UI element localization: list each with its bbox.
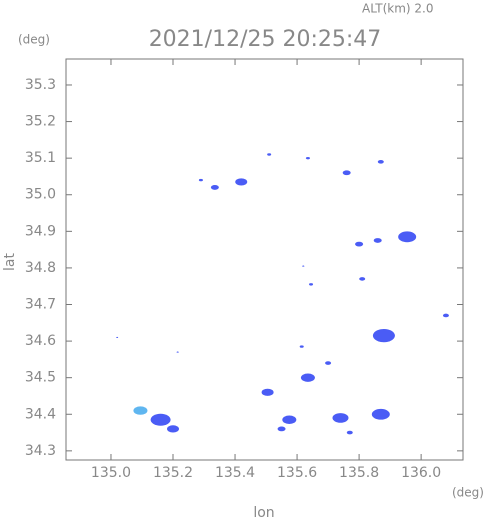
y-tick-label: 34.3 — [25, 443, 56, 459]
echo — [325, 361, 332, 365]
y-tick-label: 35.1 — [25, 150, 56, 166]
echo — [377, 160, 384, 164]
echo — [372, 329, 395, 343]
y-axis-label: lat — [2, 253, 18, 271]
x-unit: (deg) — [452, 486, 484, 500]
x-tick-label: 135.6 — [277, 465, 317, 481]
y-tick-label: 34.5 — [25, 370, 56, 386]
echo — [267, 153, 272, 156]
chart-title: 2021/12/25 20:25:47 — [149, 27, 382, 52]
echo — [332, 413, 349, 423]
echo — [302, 265, 305, 267]
echo — [210, 185, 219, 190]
y-tick-label: 35.2 — [25, 114, 56, 130]
y-tick-label: 34.4 — [25, 406, 56, 422]
echo — [176, 351, 179, 353]
echo — [373, 238, 382, 243]
echo — [442, 313, 449, 318]
echo — [282, 415, 297, 424]
echo — [355, 241, 364, 247]
altitude-label: ALT(km) 2.0 — [362, 2, 433, 16]
echo — [133, 406, 148, 415]
y-tick-label: 34.8 — [25, 260, 56, 276]
echo — [398, 231, 417, 243]
y-tick-label: 34.7 — [25, 297, 56, 313]
echo — [150, 413, 171, 426]
plot-frame — [65, 58, 464, 461]
echo — [309, 283, 314, 286]
x-tick-label: 135.2 — [153, 465, 193, 481]
echo — [235, 178, 248, 186]
x-axis-label: lon — [253, 505, 274, 521]
x-tick-label: 135.8 — [339, 465, 379, 481]
echo — [342, 170, 351, 176]
echo — [116, 336, 119, 339]
echo — [299, 345, 304, 348]
echo — [167, 425, 180, 433]
y-tick-label: 34.6 — [25, 333, 56, 349]
echo — [300, 373, 315, 382]
echo — [261, 388, 274, 396]
echo — [346, 430, 353, 435]
echo — [359, 277, 366, 281]
y-tick-label: 34.9 — [25, 223, 56, 239]
echo — [277, 426, 286, 432]
y-tick-label: 35.0 — [25, 187, 56, 203]
x-tick-label: 136.0 — [401, 465, 441, 481]
x-tick-label: 135.4 — [215, 465, 255, 481]
y-tick-label: 35.3 — [25, 77, 56, 93]
x-tick-label: 135.0 — [91, 465, 131, 481]
echo — [198, 178, 203, 182]
y-unit: (deg) — [18, 33, 50, 47]
echo — [371, 408, 390, 420]
echo — [305, 156, 310, 160]
